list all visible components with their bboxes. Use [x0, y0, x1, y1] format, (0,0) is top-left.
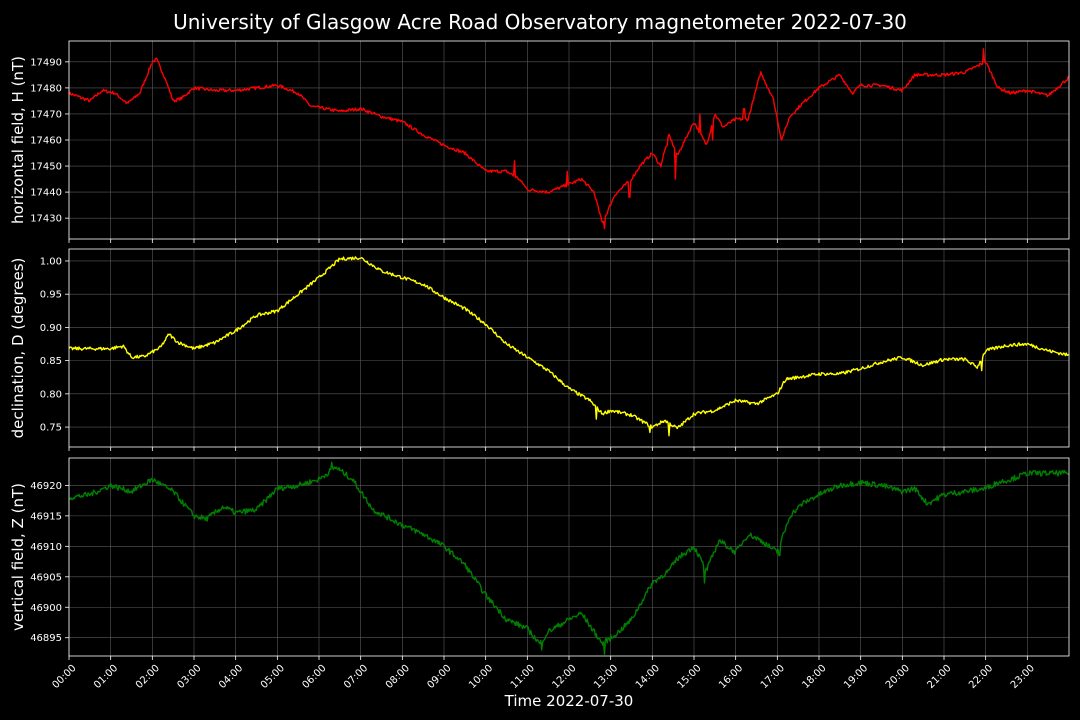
- x-tick-label: 00:00: [50, 663, 78, 691]
- x-axis-label: Time 2022-07-30: [504, 692, 634, 710]
- x-tick-label: 06:00: [300, 663, 328, 691]
- x-tick-label: 01:00: [92, 663, 120, 691]
- series-line-Z: [68, 461, 1069, 655]
- y-tick-label: 46905: [30, 572, 62, 583]
- y-tick-label: 0.90: [40, 323, 62, 334]
- x-tick-label: 05:00: [259, 663, 287, 691]
- y-tick-label: 46900: [30, 603, 62, 614]
- x-tick-label: 03:00: [175, 663, 203, 691]
- y-tick-label: 17460: [30, 136, 62, 147]
- x-tick-label: 18:00: [800, 663, 828, 691]
- x-tick-label: 09:00: [425, 663, 453, 691]
- x-tick-label: 20:00: [884, 663, 912, 691]
- y-tick-label: 0.85: [40, 356, 62, 367]
- x-tick-label: 15:00: [675, 663, 703, 691]
- x-tick-label: 21:00: [925, 663, 953, 691]
- y-tick-label: 17470: [30, 109, 62, 120]
- x-axis: 00:00 01:00 02:00 03:00 04:00 05:00 06:00 07:00…: [50, 663, 1036, 691]
- y-tick-label: 17450: [30, 162, 62, 173]
- y-tick-label: 0.95: [40, 290, 62, 301]
- x-tick-label: 08:00: [384, 663, 412, 691]
- y-tick-label: 17480: [30, 83, 62, 94]
- chart-title: University of Glasgow Acre Road Observat…: [173, 10, 907, 34]
- x-tick-label: 17:00: [759, 663, 787, 691]
- y-tick-label: 17440: [30, 188, 62, 199]
- y-axis-label: declination, D (degrees): [9, 258, 27, 439]
- x-tick-label: 14:00: [634, 663, 662, 691]
- chart-panels: 17430 17440 17450 17460 17470 17480 17490horiz…: [9, 40, 1070, 660]
- x-tick-label: 11:00: [509, 663, 537, 691]
- x-tick-label: 12:00: [550, 663, 578, 691]
- panel-H: 17430 17440 17450 17460 17470 17480 17490horiz…: [9, 40, 1070, 243]
- series-line-D: [68, 256, 1070, 437]
- y-tick-label: 46915: [30, 511, 62, 522]
- y-axis-label: horizontal field, H (nT): [9, 56, 27, 224]
- x-tick-label: 22:00: [967, 663, 995, 691]
- y-tick-label: 17490: [30, 57, 62, 68]
- y-axis-label: vertical field, Z (nT): [9, 483, 27, 631]
- x-tick-label: 23:00: [1009, 663, 1037, 691]
- x-tick-label: 07:00: [342, 663, 370, 691]
- x-tick-label: 10:00: [467, 663, 495, 691]
- y-tick-label: 46910: [30, 542, 62, 553]
- y-tick-label: 0.75: [40, 423, 62, 434]
- y-tick-label: 0.80: [40, 389, 62, 400]
- x-tick-label: 02:00: [134, 663, 162, 691]
- panel-D: 0.75 0.80 0.85 0.90 0.95 1.00 declination, D (…: [9, 248, 1070, 451]
- y-tick-label: 1.00: [40, 256, 62, 267]
- y-tick-label: 46895: [30, 633, 62, 644]
- y-tick-label: 46920: [30, 481, 62, 492]
- y-tick-label: 17430: [30, 214, 62, 225]
- series-line-H: [68, 48, 1070, 230]
- x-tick-label: 19:00: [842, 663, 870, 691]
- x-tick-label: 04:00: [217, 663, 245, 691]
- x-tick-label: 16:00: [717, 663, 745, 691]
- x-tick-label: 13:00: [592, 663, 620, 691]
